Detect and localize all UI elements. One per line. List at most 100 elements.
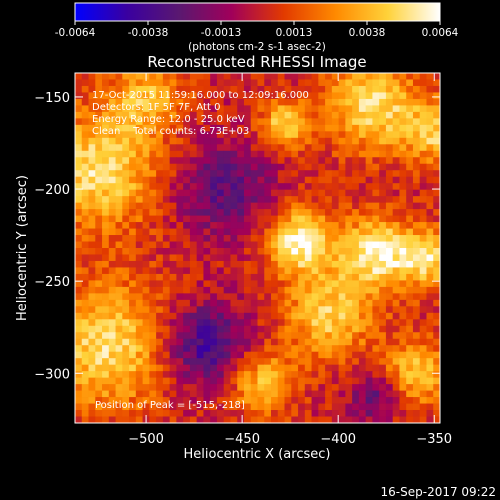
heatmap-cell — [176, 196, 184, 204]
heatmap-cell — [210, 351, 218, 359]
heatmap-cell — [433, 163, 440, 171]
heatmap-cell — [271, 377, 279, 385]
heatmap-cell — [412, 85, 421, 93]
heatmap-cell — [433, 306, 440, 314]
heatmap-cell — [399, 209, 407, 216]
heatmap-cell — [183, 286, 191, 294]
heatmap-cell — [379, 384, 387, 391]
heatmap-cell — [426, 235, 434, 242]
heatmap-cell — [250, 118, 258, 126]
heatmap-cell — [135, 79, 143, 87]
heatmap-cell — [419, 98, 427, 106]
heatmap-cell — [88, 209, 96, 216]
heatmap-cell — [223, 222, 231, 229]
heatmap-cell — [189, 157, 198, 165]
heatmap-cell — [399, 358, 407, 366]
heatmap-cell — [325, 293, 333, 301]
heatmap-cell — [142, 189, 150, 197]
heatmap-cell — [412, 150, 421, 158]
heatmap-cell — [379, 293, 387, 301]
heatmap-cell — [176, 144, 184, 152]
heatmap-cell — [311, 105, 319, 113]
heatmap-cell — [223, 280, 231, 288]
heatmap-cell — [243, 306, 252, 314]
heatmap-cell — [75, 371, 83, 379]
heatmap-cell — [250, 137, 258, 145]
heatmap-cell — [325, 163, 333, 171]
heatmap-cell — [122, 293, 130, 301]
heatmap-cell — [108, 299, 116, 307]
heatmap-cell — [81, 98, 89, 106]
heatmap-cell — [345, 390, 353, 398]
heatmap-cell — [216, 338, 225, 346]
heatmap-cell — [372, 163, 380, 171]
heatmap-cell — [392, 299, 400, 307]
heatmap-cell — [216, 280, 225, 288]
heatmap-cell — [298, 312, 306, 320]
heatmap-cell — [75, 248, 83, 255]
heatmap-cell — [331, 312, 340, 320]
heatmap-cell — [325, 377, 333, 385]
heatmap-cell — [271, 267, 279, 275]
heatmap-cell — [102, 273, 110, 281]
heatmap-cell — [277, 299, 285, 307]
heatmap-cell — [433, 358, 440, 366]
heatmap-cell — [277, 364, 285, 372]
heatmap-cell — [284, 377, 292, 385]
heatmap-cell — [216, 215, 225, 223]
heatmap-cell — [210, 260, 218, 268]
heatmap-cell — [318, 312, 326, 320]
heatmap-cell — [95, 267, 103, 275]
heatmap-cell — [406, 384, 414, 391]
heatmap-cell — [189, 312, 198, 320]
heatmap-cell — [345, 325, 353, 333]
heatmap-cell — [81, 306, 89, 314]
heatmap-cell — [149, 351, 157, 359]
heatmap-cell — [338, 280, 346, 288]
heatmap-cell — [392, 364, 400, 372]
heatmap-cell — [291, 202, 299, 210]
heatmap-cell — [385, 299, 394, 307]
heatmap-cell — [183, 377, 191, 385]
heatmap-cell — [433, 202, 440, 210]
heatmap-cell — [298, 384, 306, 391]
heatmap-cell — [216, 286, 225, 294]
heatmap-cell — [318, 118, 326, 126]
heatmap-cell — [304, 325, 312, 333]
heatmap-cell — [115, 345, 123, 353]
heatmap-cell — [392, 92, 400, 100]
heatmap-cell — [352, 267, 360, 275]
heatmap-cell — [149, 73, 157, 80]
heatmap-cell — [385, 85, 394, 93]
heatmap-cell — [250, 111, 258, 119]
heatmap-cell — [196, 183, 204, 191]
heatmap-cell — [298, 416, 306, 423]
heatmap-cell — [426, 222, 434, 229]
heatmap-cell — [318, 410, 326, 417]
heatmap-cell — [399, 98, 407, 106]
heatmap-cell — [102, 73, 110, 80]
heatmap-cell — [102, 170, 110, 178]
heatmap-cell — [243, 260, 252, 268]
heatmap-cell — [176, 111, 184, 119]
heatmap-cell — [399, 215, 407, 223]
heatmap-cell — [291, 150, 299, 158]
heatmap-cell — [176, 299, 184, 307]
heatmap-cell — [345, 241, 353, 249]
heatmap-cell — [169, 267, 177, 275]
heatmap-cell — [129, 85, 137, 93]
heatmap-cell — [338, 397, 346, 404]
heatmap-cell — [88, 235, 96, 242]
heatmap-cell — [243, 98, 252, 106]
heatmap-cell — [298, 183, 306, 191]
heatmap-cell — [318, 196, 326, 204]
heatmap-cell — [102, 105, 110, 113]
heatmap-cell — [243, 371, 252, 379]
heatmap-cell — [102, 377, 110, 385]
heatmap-cell — [95, 196, 103, 204]
heatmap-cell — [230, 248, 238, 255]
heatmap-cell — [338, 189, 346, 197]
heatmap-cell — [345, 299, 353, 307]
heatmap-cell — [419, 267, 427, 275]
heatmap-cell — [81, 241, 89, 249]
